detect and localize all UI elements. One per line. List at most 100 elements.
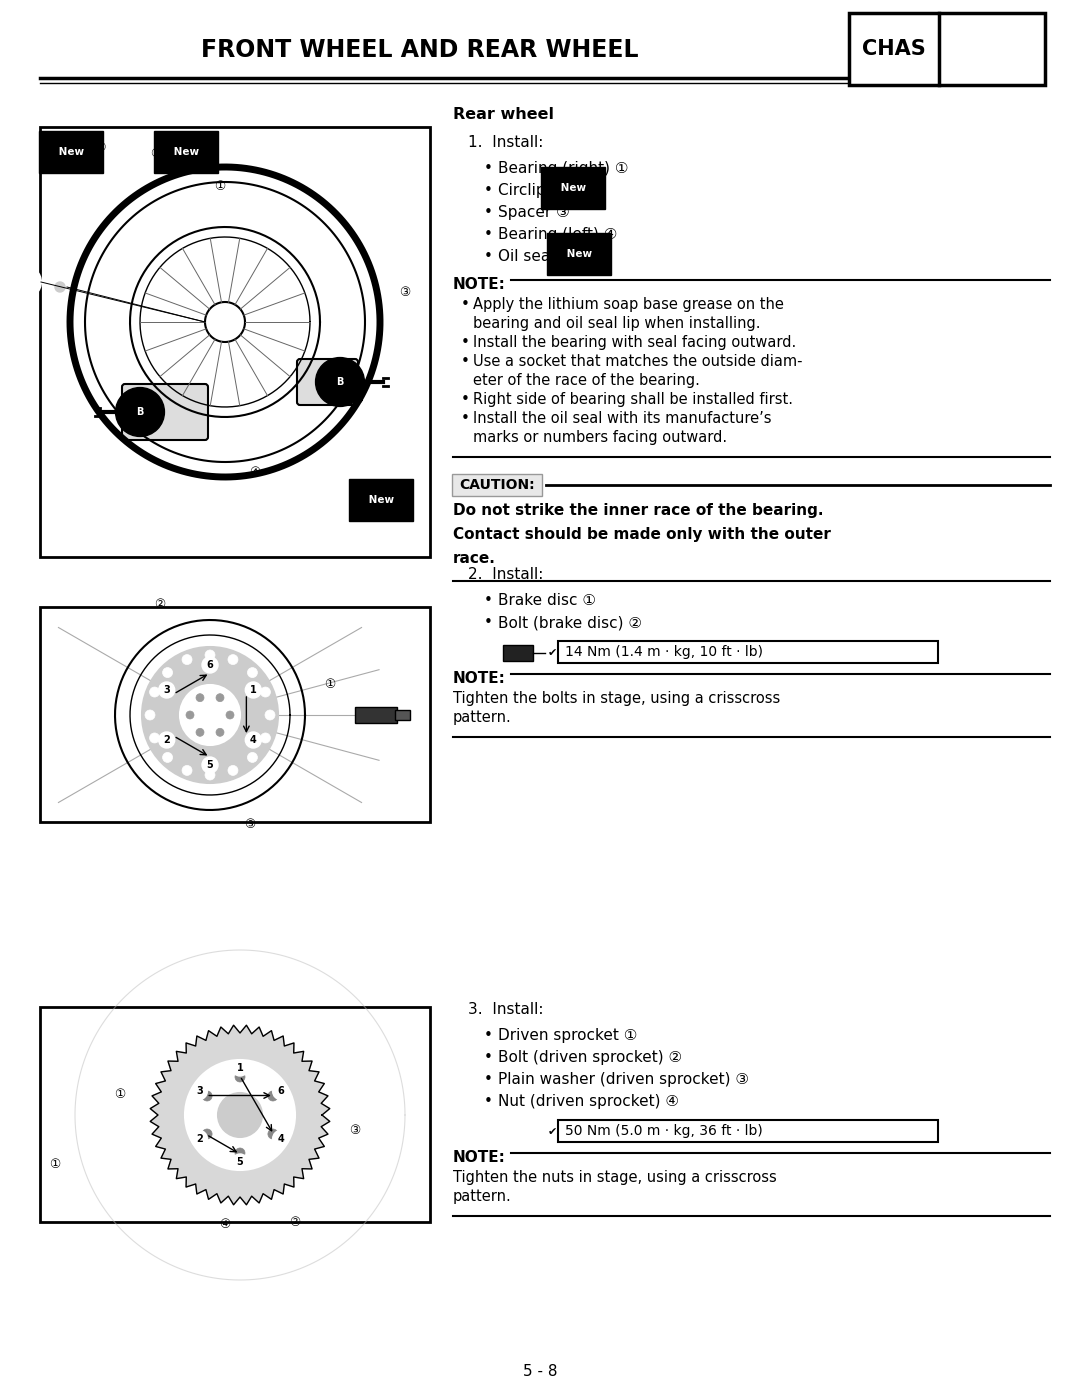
Text: New: New xyxy=(170,147,203,156)
Text: eter of the race of the bearing.: eter of the race of the bearing. xyxy=(473,373,700,388)
Circle shape xyxy=(260,733,270,743)
Circle shape xyxy=(228,655,238,665)
Circle shape xyxy=(145,710,156,719)
Text: •: • xyxy=(460,298,470,312)
Text: Install the bearing with seal facing outward.: Install the bearing with seal facing out… xyxy=(473,335,796,351)
Text: Tighten the nuts in stage, using a crisscross: Tighten the nuts in stage, using a criss… xyxy=(453,1171,777,1185)
Text: 3: 3 xyxy=(195,1087,203,1097)
Text: 5: 5 xyxy=(206,760,214,770)
Circle shape xyxy=(141,647,278,782)
Text: 1: 1 xyxy=(249,685,257,694)
Text: ①: ① xyxy=(214,180,226,194)
Text: •: • xyxy=(484,226,492,242)
Text: ②: ② xyxy=(154,598,165,612)
Text: Right side of bearing shall be installed first.: Right side of bearing shall be installed… xyxy=(473,393,793,407)
Text: NOTE:: NOTE: xyxy=(453,1150,505,1165)
Text: Rear wheel: Rear wheel xyxy=(453,108,554,122)
Circle shape xyxy=(149,687,160,697)
Circle shape xyxy=(273,1130,288,1147)
Circle shape xyxy=(191,1084,207,1099)
Circle shape xyxy=(218,1092,262,1137)
Text: B: B xyxy=(336,377,343,387)
Circle shape xyxy=(268,1129,278,1139)
Text: CHAS: CHAS xyxy=(862,39,926,59)
Text: ③: ③ xyxy=(244,819,256,831)
Text: pattern.: pattern. xyxy=(453,710,512,725)
Text: Bearing (left) ④: Bearing (left) ④ xyxy=(498,226,618,242)
Text: ③: ③ xyxy=(400,285,410,299)
Text: •: • xyxy=(460,353,470,369)
Circle shape xyxy=(202,757,218,773)
Text: 3.  Install:: 3. Install: xyxy=(468,1002,543,1017)
Text: Install the oil seal with its manufacture’s: Install the oil seal with its manufactur… xyxy=(473,411,771,426)
Text: ①: ① xyxy=(50,1158,60,1172)
Text: 50 Nm (5.0 m · kg, 36 ft · lb): 50 Nm (5.0 m · kg, 36 ft · lb) xyxy=(565,1125,762,1139)
Text: Bearing (right) ①: Bearing (right) ① xyxy=(498,161,629,176)
Circle shape xyxy=(202,1129,212,1139)
Circle shape xyxy=(216,728,224,736)
Text: NOTE:: NOTE: xyxy=(453,671,505,686)
Text: Spacer ③: Spacer ③ xyxy=(498,205,570,219)
Circle shape xyxy=(183,766,192,775)
Text: 4: 4 xyxy=(278,1133,284,1144)
Circle shape xyxy=(247,668,257,678)
Text: 14 Nm (1.4 m · kg, 10 ft · lb): 14 Nm (1.4 m · kg, 10 ft · lb) xyxy=(565,645,762,659)
Circle shape xyxy=(163,753,173,763)
Circle shape xyxy=(180,685,240,745)
Text: •: • xyxy=(484,205,492,219)
Text: Do not strike the inner race of the bearing.: Do not strike the inner race of the bear… xyxy=(453,503,824,518)
Circle shape xyxy=(205,770,215,780)
Circle shape xyxy=(253,495,267,509)
Circle shape xyxy=(202,1091,212,1101)
Bar xyxy=(558,1120,939,1141)
Text: •: • xyxy=(484,1028,492,1044)
Text: ①: ① xyxy=(114,1088,125,1101)
FancyBboxPatch shape xyxy=(122,384,208,440)
Text: Apply the lithium soap base grease on the: Apply the lithium soap base grease on th… xyxy=(473,298,784,312)
Circle shape xyxy=(235,1071,245,1083)
Text: Bolt (brake disc) ②: Bolt (brake disc) ② xyxy=(498,615,642,630)
Circle shape xyxy=(245,732,261,747)
Text: ②: ② xyxy=(150,147,161,161)
Text: •: • xyxy=(484,592,492,608)
Text: Contact should be made only with the outer: Contact should be made only with the out… xyxy=(453,527,831,542)
Circle shape xyxy=(55,282,65,292)
Bar xyxy=(40,127,430,557)
Circle shape xyxy=(183,655,192,665)
Text: Bolt (driven sprocket) ②: Bolt (driven sprocket) ② xyxy=(498,1051,683,1065)
Text: 1.  Install:: 1. Install: xyxy=(468,136,543,149)
Text: marks or numbers facing outward.: marks or numbers facing outward. xyxy=(473,430,727,446)
Text: •: • xyxy=(484,249,492,264)
Text: 5: 5 xyxy=(237,1157,243,1166)
Circle shape xyxy=(265,710,275,719)
Polygon shape xyxy=(150,1025,329,1204)
Text: ⑤: ⑤ xyxy=(350,490,361,503)
Text: 4: 4 xyxy=(249,735,257,745)
Text: ①: ① xyxy=(324,679,336,692)
Text: 5 - 8: 5 - 8 xyxy=(523,1365,557,1379)
Text: ✔: ✔ xyxy=(548,648,557,658)
Circle shape xyxy=(149,733,160,743)
Text: •: • xyxy=(484,1094,492,1109)
Text: ④: ④ xyxy=(249,465,260,479)
Text: Use a socket that matches the outside diam-: Use a socket that matches the outside di… xyxy=(473,353,802,369)
Circle shape xyxy=(232,1154,248,1171)
Text: Brake disc ①: Brake disc ① xyxy=(498,592,596,608)
Circle shape xyxy=(245,682,261,698)
Text: New: New xyxy=(557,183,590,193)
Text: ⑤: ⑤ xyxy=(95,141,106,154)
Bar xyxy=(558,641,939,664)
Text: Plain washer (driven sprocket) ③: Plain washer (driven sprocket) ③ xyxy=(498,1071,750,1087)
Text: ②: ② xyxy=(289,1217,300,1229)
Text: bearing and oil seal lip when installing.: bearing and oil seal lip when installing… xyxy=(473,316,760,331)
Text: FRONT WHEEL AND REAR WHEEL: FRONT WHEEL AND REAR WHEEL xyxy=(201,38,638,61)
Circle shape xyxy=(235,1148,245,1158)
Text: 1: 1 xyxy=(237,1063,243,1073)
Text: New: New xyxy=(563,249,596,258)
Text: New: New xyxy=(55,147,87,156)
Circle shape xyxy=(191,1130,207,1147)
Text: •: • xyxy=(460,393,470,407)
Circle shape xyxy=(260,687,270,697)
Text: •: • xyxy=(484,161,492,176)
Bar xyxy=(395,710,410,719)
